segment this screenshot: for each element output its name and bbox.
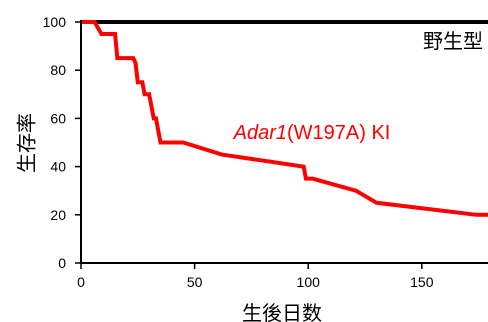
x-tick-label-150: 150 [410,274,434,290]
series-layer [81,20,488,217]
labels-layer: 野生型 Adar1(W197A) KI 生存率 生後日数 [15,30,484,322]
x-tick-label-100: 100 [297,274,321,290]
y-tick-label-60: 60 [50,110,66,126]
y-axis-title: 生存率 [15,113,39,173]
y-tick-label-20: 20 [50,207,66,223]
series-label-adar1-ki-italic: Adar1 [233,122,287,144]
x-tick-label-0: 0 [77,274,85,290]
y-tick-label-40: 40 [50,159,66,175]
ticks-layer: 0 20 40 60 80 100 0 50 100 150 [43,14,434,290]
y-tick-label-0: 0 [58,255,66,271]
x-tick-label-50: 50 [187,274,203,290]
series-label-wild-type: 野生型 [423,30,483,53]
series-line-adar1-ki [81,20,488,217]
series-label-adar1-ki: Adar1(W197A) KI [233,122,391,144]
series-label-adar1-ki-rest: (W197A) KI [287,122,390,144]
y-tick-label-100: 100 [43,14,67,30]
x-axis-title: 生後日数 [242,301,322,322]
y-tick-label-80: 80 [50,62,66,78]
